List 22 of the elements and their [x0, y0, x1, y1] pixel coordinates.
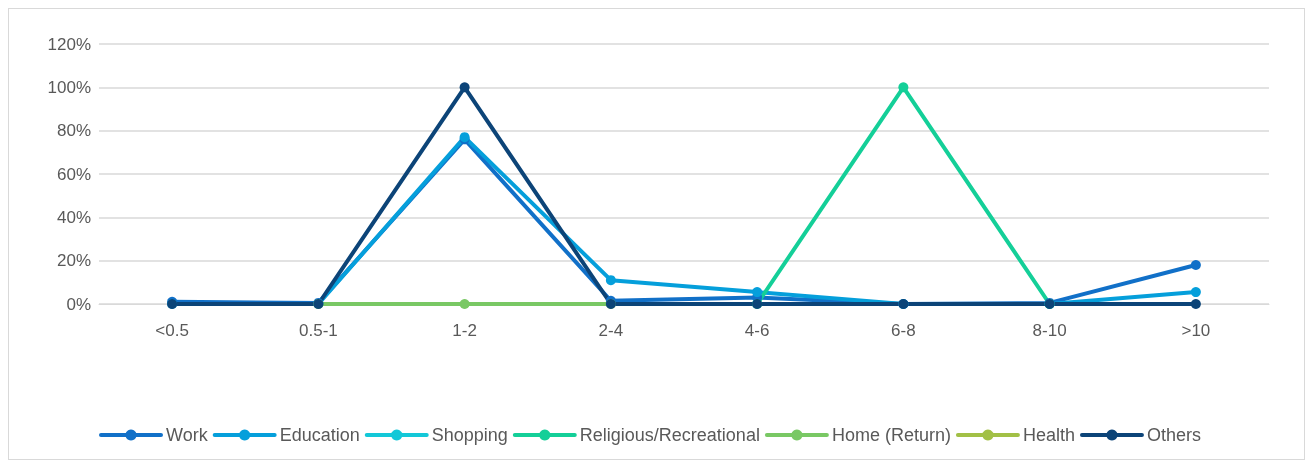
y-tick-label: 40%: [56, 207, 91, 227]
y-tick-label: 100%: [47, 77, 91, 97]
legend-label: Others: [1146, 425, 1201, 445]
y-tick-label: 80%: [56, 121, 91, 141]
x-tick-label: 4-6: [744, 321, 770, 340]
x-tick-label: 2-4: [598, 321, 624, 340]
x-tick-label: 0.5-1: [299, 321, 338, 340]
y-tick-label: 120%: [47, 34, 91, 54]
y-tick-label: 0%: [66, 294, 91, 314]
legend-label: Shopping: [431, 425, 508, 445]
legend-label: Religious/Recreational: [579, 425, 760, 445]
x-tick-label: >10: [1181, 321, 1211, 340]
y-tick-label: 60%: [56, 164, 91, 184]
legend-label: Work: [166, 425, 209, 445]
x-tick-label: 6-8: [891, 321, 916, 340]
x-tick-label: 8-10: [1032, 321, 1067, 340]
legend-label: Home (Return): [831, 425, 951, 445]
x-tick-label: 1-2: [452, 321, 477, 340]
legend-label: Health: [1022, 425, 1075, 445]
y-tick-label: 20%: [56, 251, 91, 271]
legend-label: Education: [279, 425, 360, 445]
x-tick-label: <0.5: [155, 321, 189, 340]
